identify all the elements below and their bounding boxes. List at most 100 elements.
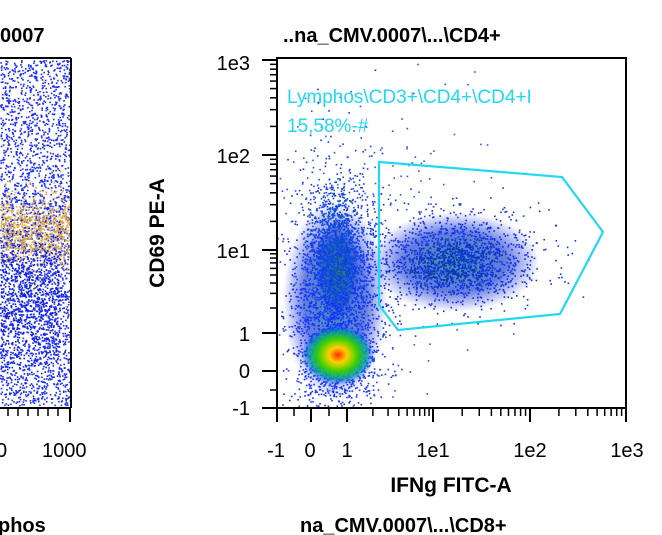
event-dot bbox=[55, 274, 58, 277]
event-dot bbox=[46, 155, 49, 158]
event-dot bbox=[43, 215, 45, 218]
event-dot bbox=[16, 401, 19, 403]
event-dot bbox=[34, 274, 36, 276]
event-dot bbox=[44, 243, 47, 246]
event-dot bbox=[4, 189, 6, 192]
event-dot bbox=[33, 337, 36, 339]
event-dot bbox=[38, 246, 40, 248]
event-dot bbox=[1, 214, 3, 217]
event-dot bbox=[318, 293, 321, 295]
event-dot bbox=[21, 224, 24, 226]
event-dot bbox=[12, 299, 14, 302]
event-dot bbox=[20, 375, 22, 377]
event-dot bbox=[37, 208, 39, 210]
event-dot bbox=[18, 233, 20, 235]
event-dot bbox=[4, 231, 6, 234]
event-dot bbox=[60, 368, 63, 371]
event-dot bbox=[62, 238, 65, 240]
event-dot bbox=[29, 86, 32, 89]
event-dot bbox=[317, 101, 320, 104]
event-dot bbox=[13, 230, 16, 233]
event-dot bbox=[45, 329, 48, 331]
event-dot bbox=[54, 96, 56, 99]
event-dot bbox=[26, 268, 28, 270]
event-dot bbox=[33, 224, 35, 226]
event-dot bbox=[33, 347, 35, 349]
event-dot bbox=[20, 383, 23, 385]
event-dot bbox=[45, 351, 48, 354]
event-dot bbox=[17, 185, 19, 187]
event-dot bbox=[21, 213, 24, 216]
event-dot bbox=[21, 217, 24, 220]
event-dot bbox=[0, 312, 2, 315]
event-dot bbox=[39, 170, 41, 172]
event-dot bbox=[68, 239, 71, 241]
event-dot bbox=[45, 293, 47, 295]
event-dot bbox=[29, 267, 31, 270]
event-dot bbox=[32, 308, 35, 311]
event-dot bbox=[50, 211, 52, 214]
event-dot bbox=[16, 201, 18, 203]
event-dot bbox=[360, 226, 363, 229]
event-dot bbox=[57, 343, 60, 345]
event-dot bbox=[53, 174, 55, 176]
event-dot bbox=[60, 364, 62, 366]
event-dot bbox=[6, 256, 8, 258]
event-dot bbox=[63, 77, 65, 79]
event-dot bbox=[23, 331, 25, 334]
event-dot bbox=[0, 357, 2, 359]
event-dot bbox=[16, 247, 18, 250]
event-dot bbox=[39, 326, 41, 329]
event-dot bbox=[41, 247, 44, 250]
event-dot bbox=[23, 373, 26, 375]
event-dot bbox=[25, 209, 27, 211]
event-dot bbox=[2, 315, 5, 318]
event-dot bbox=[17, 97, 20, 100]
event-dot bbox=[40, 62, 42, 64]
event-dot bbox=[59, 258, 62, 261]
event-dot bbox=[55, 215, 57, 217]
event-dot bbox=[47, 278, 50, 280]
event-dot bbox=[40, 221, 42, 224]
event-dot bbox=[361, 314, 364, 316]
event-dot bbox=[19, 143, 22, 145]
event-dot bbox=[351, 300, 354, 302]
event-dot bbox=[63, 201, 65, 204]
event-dot bbox=[18, 70, 21, 72]
event-dot bbox=[60, 248, 63, 250]
event-dot bbox=[37, 398, 40, 401]
event-dot bbox=[39, 338, 41, 340]
event-dot bbox=[59, 383, 62, 385]
event-dot bbox=[3, 202, 6, 205]
event-dot bbox=[54, 394, 56, 396]
event-dot bbox=[40, 116, 43, 118]
event-dot bbox=[47, 83, 50, 85]
event-dot bbox=[0, 328, 3, 331]
event-dot bbox=[56, 67, 59, 69]
event-dot bbox=[19, 308, 22, 310]
event-dot bbox=[38, 315, 40, 318]
event-dot bbox=[5, 105, 7, 107]
event-dot bbox=[55, 308, 58, 310]
event-dot bbox=[307, 326, 309, 328]
event-dot bbox=[50, 233, 53, 236]
event-dot bbox=[13, 251, 16, 254]
event-dot bbox=[14, 68, 16, 70]
event-dot bbox=[59, 145, 61, 148]
event-dot bbox=[64, 125, 67, 127]
event-dot bbox=[20, 61, 23, 64]
event-dot bbox=[11, 225, 14, 228]
event-dot bbox=[7, 340, 9, 342]
event-dot bbox=[10, 311, 13, 313]
event-dot bbox=[357, 301, 359, 303]
event-dot bbox=[18, 347, 21, 349]
event-dot bbox=[25, 378, 28, 381]
event-dot bbox=[39, 200, 42, 202]
event-dot bbox=[45, 191, 48, 194]
event-dot bbox=[13, 273, 16, 276]
event-dot bbox=[30, 296, 33, 298]
event-dot bbox=[42, 293, 45, 295]
event-dot bbox=[59, 170, 62, 173]
event-dot bbox=[66, 181, 68, 184]
event-dot bbox=[43, 100, 45, 102]
